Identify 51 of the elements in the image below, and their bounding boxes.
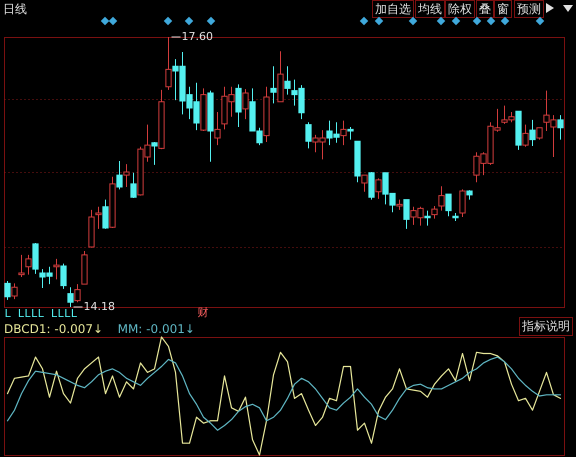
candlestick (445, 194, 452, 217)
candlestick (151, 142, 158, 166)
candlestick (130, 172, 137, 199)
toolbar-button: 窗 (494, 0, 512, 18)
candlestick (102, 199, 109, 230)
annotation: L LLLL LLLL (4, 307, 78, 320)
candlestick (53, 258, 60, 280)
candlestick (466, 190, 473, 200)
candlestick (18, 254, 25, 278)
candlestick (25, 254, 32, 276)
annotation: 14.18 (84, 300, 115, 313)
candlestick (11, 282, 18, 300)
toolbar-button: 预测 (514, 0, 544, 18)
toolbar-button: 加自选 (372, 0, 414, 18)
candlestick (522, 124, 529, 148)
candlestick (438, 186, 445, 212)
candlestick (459, 188, 466, 218)
candlestick (284, 66, 291, 96)
candlestick (536, 127, 543, 140)
candlestick (165, 36, 172, 90)
candlestick (396, 199, 403, 210)
toolbar-button: 除权 (445, 0, 475, 18)
annotation: 17.60 (182, 30, 213, 43)
candlestick (214, 112, 221, 146)
candlestick (340, 120, 347, 146)
candlestick (424, 210, 431, 226)
candlestick (431, 205, 438, 220)
toolbar-button: 均线 (415, 0, 445, 18)
candlestick (116, 160, 123, 190)
toolbar-button: 叠 (476, 0, 494, 18)
series-label: DBCD1: -0.007↓ (4, 322, 104, 336)
candlestick (529, 119, 536, 146)
candlestick (403, 199, 410, 230)
candlestick (347, 126, 354, 140)
candlestick (74, 284, 81, 303)
candlestick (235, 84, 242, 128)
candlestick (305, 122, 312, 149)
candlestick (375, 178, 382, 200)
candlestick (60, 263, 67, 290)
candlestick (361, 174, 368, 192)
chart-title: 日线 (3, 1, 27, 18)
candlestick (123, 164, 130, 188)
candlestick (242, 88, 249, 120)
candlestick (4, 280, 11, 300)
text: MM: -0.001↓ (118, 322, 195, 336)
info-button: 指标说明 (519, 317, 573, 336)
candlestick (557, 114, 564, 140)
candlestick (95, 206, 102, 230)
candlestick (67, 286, 74, 308)
annotation: 财 (198, 306, 208, 319)
candlestick (270, 66, 277, 104)
